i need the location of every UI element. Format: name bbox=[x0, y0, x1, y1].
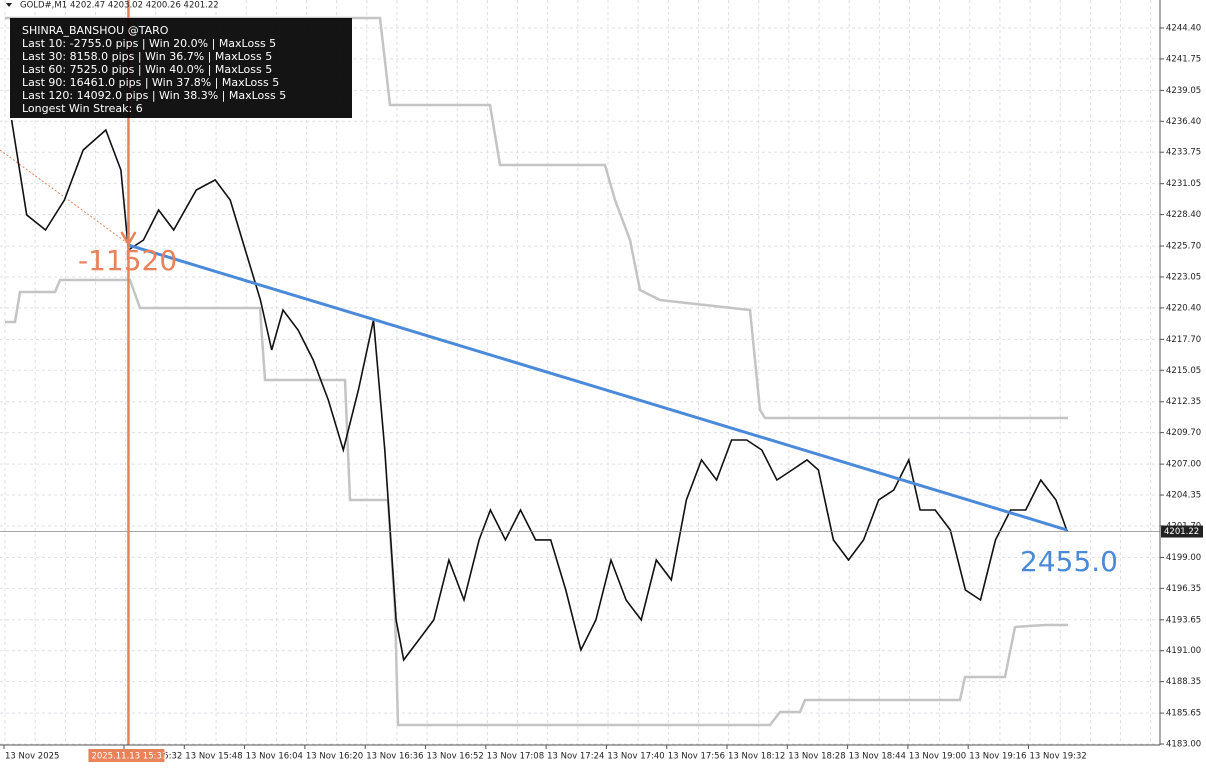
grid bbox=[0, 0, 1160, 745]
x-tick-label: 13 Nov 17:24 bbox=[547, 752, 604, 762]
y-tick-label: 4185.65 bbox=[1166, 709, 1201, 719]
x-tick-label: 13 Nov 19:00 bbox=[909, 752, 966, 762]
y-tick-label: 4191.00 bbox=[1166, 646, 1201, 656]
upper-band bbox=[5, 16, 1068, 420]
price-line bbox=[10, 119, 1068, 662]
y-tick-label: 4225.70 bbox=[1166, 242, 1201, 252]
x-tick-label: 13 Nov 19:32 bbox=[1030, 752, 1087, 762]
y-tick-label: 4204.35 bbox=[1166, 491, 1201, 501]
y-tick-label: 4207.00 bbox=[1166, 460, 1201, 470]
y-tick-label: 4231.05 bbox=[1166, 179, 1201, 189]
marker-time-box bbox=[88, 749, 165, 762]
y-tick-label: 4199.00 bbox=[1166, 553, 1201, 563]
y-tick-label: 4223.05 bbox=[1166, 272, 1201, 282]
x-tick-label: 13 Nov 16:36 bbox=[366, 752, 423, 762]
x-tick-label: 13 Nov 16:52 bbox=[427, 752, 484, 762]
symbol: GOLD#,M1 bbox=[20, 1, 67, 11]
axes: 4244.40 4241.75 4239.05 4236.40 4233.75 4231.… bbox=[3, 24, 1203, 762]
y-tick-label: 4193.65 bbox=[1166, 615, 1201, 625]
info-line: Last 60: 7525.0 pips | Win 40.0% | MaxLo… bbox=[22, 63, 272, 76]
x-tick-label: 13 Nov 18:28 bbox=[788, 752, 845, 762]
x-tick-label: 13 Nov 18:12 bbox=[728, 752, 785, 762]
info-line: Last 10: -2755.0 pips | Win 20.0% | MaxL… bbox=[22, 37, 276, 50]
y-tick-label: 4183.00 bbox=[1166, 740, 1201, 750]
y-tick-label: 4236.40 bbox=[1166, 117, 1201, 127]
current-price-label: 4201.22 bbox=[1164, 527, 1199, 537]
y-tick-label: 4239.05 bbox=[1166, 86, 1201, 96]
time-axis-bg bbox=[0, 745, 1206, 770]
y-tick-label: 4209.70 bbox=[1166, 428, 1201, 438]
y-tick-label: 4220.40 bbox=[1166, 303, 1201, 313]
info-line: Longest Win Streak: 6 bbox=[22, 102, 143, 115]
y-tick-label: 4188.35 bbox=[1166, 677, 1201, 687]
price-axis-bg bbox=[1160, 0, 1206, 770]
y-tick-label: 4228.40 bbox=[1166, 210, 1201, 220]
x-tick-label: 13 Nov 15:48 bbox=[185, 752, 242, 762]
annotation: -11520 bbox=[78, 244, 177, 277]
x-tick-label: 13 Nov 16:20 bbox=[306, 752, 363, 762]
y-tick-label: 4212.35 bbox=[1166, 397, 1201, 407]
x-tick-label: 13 Nov 18:44 bbox=[849, 752, 906, 762]
quote: 4202.47 4203.02 4200.26 4201.22 bbox=[70, 1, 219, 11]
x-tick-label: 13 Nov 19:16 bbox=[969, 752, 1026, 762]
y-tick-label: 4215.05 bbox=[1166, 366, 1201, 376]
info-line: SHINRA_BANSHOU @TARO bbox=[22, 24, 169, 37]
info-line: Last 90: 16461.0 pips | Win 37.8% | MaxL… bbox=[22, 76, 279, 89]
y-tick-label: 4244.40 bbox=[1166, 24, 1201, 34]
x-tick-label: 13 Nov 17:40 bbox=[607, 752, 664, 762]
info-panel bbox=[10, 18, 352, 118]
y-tick-label: 4196.35 bbox=[1166, 584, 1201, 594]
current-price-box bbox=[1161, 525, 1203, 538]
x-tick-label: 13 Nov 2025 bbox=[5, 752, 59, 762]
x-tick-label: 13 Nov 17:56 bbox=[668, 752, 725, 762]
info-line: Last 120: 14092.0 pips | Win 38.3% | Max… bbox=[22, 89, 286, 102]
x-tick-label: 13 Nov 17:08 bbox=[487, 752, 544, 762]
y-tick-label: 4217.70 bbox=[1166, 335, 1201, 345]
annotation: 2455.0 bbox=[1020, 545, 1118, 578]
menu-arrow bbox=[6, 3, 12, 7]
x-tick-label: 13 Nov 16:04 bbox=[246, 752, 303, 762]
plot: -11520 2455.0 bbox=[0, 0, 1160, 745]
entry-arrow bbox=[120, 222, 137, 247]
trend-line bbox=[128, 243, 1068, 532]
y-tick-label: 4241.75 bbox=[1166, 54, 1201, 64]
info-line: Last 30: 8158.0 pips | Win 36.7% | MaxLo… bbox=[22, 50, 272, 63]
y-tick-label: 4233.75 bbox=[1166, 148, 1201, 158]
marker-time-label: 2025.11.13 15:33 bbox=[91, 752, 167, 762]
